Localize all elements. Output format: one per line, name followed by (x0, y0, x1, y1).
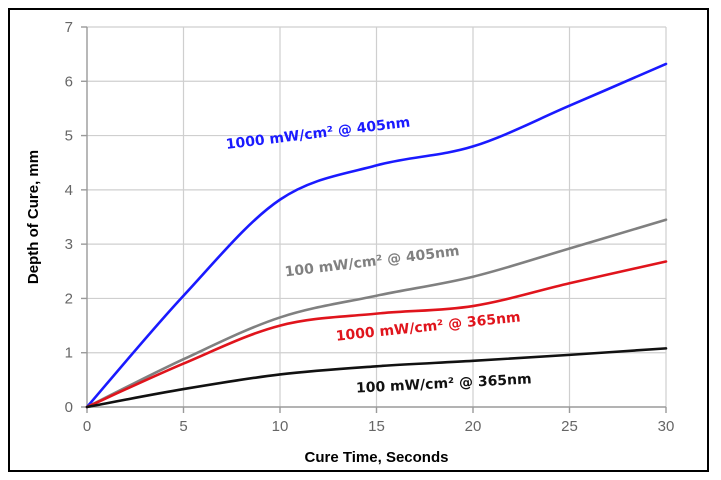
y-tick-label: 7 (65, 19, 73, 36)
series-label: 1000 mW/cm² @ 405nm (225, 115, 411, 153)
y-tick-label: 1 (65, 345, 73, 362)
x-axis-title: Cure Time, Seconds (305, 449, 449, 466)
series-line-1000-405 (85, 62, 668, 409)
x-tick-label: 10 (272, 418, 289, 435)
y-axis-title: Depth of Cure, mm (25, 150, 42, 284)
series-label: 100 mW/cm² @ 365nm (356, 371, 532, 396)
y-tick-label: 6 (65, 73, 73, 90)
y-tick-label: 4 (65, 182, 73, 199)
x-tick-label: 30 (658, 418, 675, 435)
chart-frame: 0 5 10 15 20 25 30 0 1 2 3 4 5 6 7 1000 mW/cm² @ 405n… (8, 8, 709, 472)
x-tick-label: 5 (179, 418, 187, 435)
x-tick-label: 15 (368, 418, 385, 435)
series-lines (85, 62, 668, 409)
x-tick-label: 0 (83, 418, 91, 435)
x-tick-label: 25 (561, 418, 578, 435)
y-tick-label: 2 (65, 290, 73, 307)
series-line-100-365 (85, 347, 668, 409)
series-line-100-405 (85, 218, 668, 409)
y-tick-label: 0 (65, 399, 73, 416)
grid (87, 26, 667, 407)
y-tick-labels: 0 1 2 3 4 5 6 7 (65, 19, 73, 416)
y-tick-label: 3 (65, 236, 73, 253)
y-tick-label: 5 (65, 128, 73, 145)
line-chart: 0 5 10 15 20 25 30 0 1 2 3 4 5 6 7 1000 mW/cm² @ 405n… (25, 19, 675, 466)
x-tick-labels: 0 5 10 15 20 25 30 (83, 418, 675, 435)
series-line-1000-365 (85, 260, 668, 409)
series-label: 100 mW/cm² @ 405nm (284, 243, 460, 280)
x-tick-label: 20 (465, 418, 482, 435)
series-labels: 1000 mW/cm² @ 405nm 100 mW/cm² @ 405nm 100… (225, 115, 532, 397)
